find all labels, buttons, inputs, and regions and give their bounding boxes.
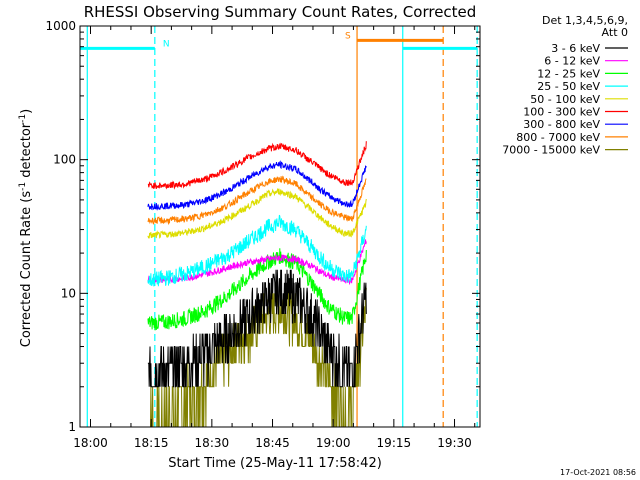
y-tick-label-3: 1000 xyxy=(45,19,76,33)
y-axis-label-exp1: -1 xyxy=(18,182,28,191)
y-axis-label-main: Corrected Count Rate (s xyxy=(19,191,34,348)
series-line-6 xyxy=(147,160,367,211)
y-tick-label-2: 100 xyxy=(53,153,76,167)
x-tick-label-6: 19:30 xyxy=(437,436,472,450)
series-line-7 xyxy=(147,175,367,226)
legend-label-0: 3 - 6 keV xyxy=(551,42,600,55)
y-tick-label-0: 1 xyxy=(68,420,76,434)
y-axis-label-end: ) xyxy=(19,109,34,114)
x-tick-label-0: 18:00 xyxy=(73,436,108,450)
legend-label-5: 100 - 300 keV xyxy=(523,106,600,119)
timestamp: 17-Oct-2021 08:56 xyxy=(560,468,636,477)
x-tick-label-3: 18:45 xyxy=(255,436,290,450)
y-axis-label-exp2: -1 xyxy=(18,114,28,123)
legend-label-6: 300 - 800 keV xyxy=(523,118,600,131)
y-axis-label-mid: detector xyxy=(19,122,34,182)
legend-label-1: 6 - 12 keV xyxy=(544,55,600,68)
x-tick-label-1: 18:15 xyxy=(134,436,169,450)
y-tick-label-1: 10 xyxy=(61,286,76,300)
legend-label-3: 25 - 50 keV xyxy=(537,80,600,93)
plot-area: N S 18:00 18:15 18:30 18:45 19:00 19:15 19:30 1 10… xyxy=(45,19,481,450)
y-axis-label: Corrected Count Rate (s-1 detector-1) xyxy=(18,109,34,347)
series-line-3 xyxy=(147,214,367,287)
legend-label-7: 800 - 7000 keV xyxy=(516,131,600,144)
legend-label-8: 7000 - 15000 keV xyxy=(502,144,600,157)
legend-header-1: Att 0 xyxy=(602,26,628,39)
series-line-2 xyxy=(147,248,367,331)
series-line-8 xyxy=(147,287,367,427)
x-tick-label-4: 19:00 xyxy=(316,436,351,450)
series-line-4 xyxy=(147,188,367,239)
series-line-5 xyxy=(147,141,367,190)
flag-label-0: N xyxy=(163,39,170,49)
legend-label-4: 50 - 100 keV xyxy=(530,93,600,106)
x-tick-label-5: 19:15 xyxy=(377,436,412,450)
series-line-1 xyxy=(147,239,367,286)
chart-title: RHESSI Observing Summary Count Rates, Co… xyxy=(84,3,477,21)
legend-header-0: Det 1,3,4,5,6,9, xyxy=(542,14,628,27)
series-line-0 xyxy=(147,269,367,388)
plot-frame xyxy=(79,25,481,428)
x-tick-label-2: 18:30 xyxy=(195,436,230,450)
flag-label-2: S xyxy=(345,31,351,41)
legend-label-2: 12 - 25 keV xyxy=(537,67,600,80)
x-axis-label: Start Time (25-May-11 17:58:42) xyxy=(168,456,382,471)
